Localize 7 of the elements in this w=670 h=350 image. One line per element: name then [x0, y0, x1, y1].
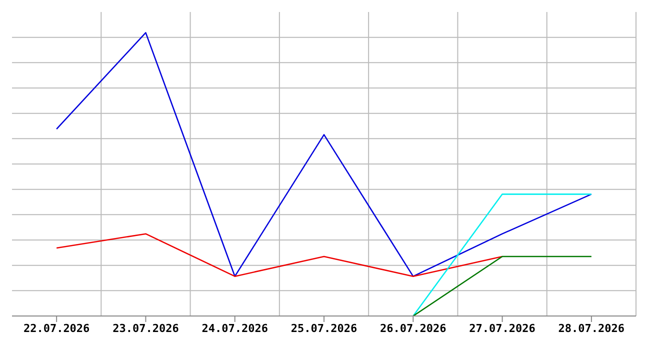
- x-tick-label: 26.07.2026: [380, 322, 447, 335]
- x-tick-label: 28.07.2026: [558, 322, 625, 335]
- x-tick-label: 27.07.2026: [469, 322, 536, 335]
- x-tick-label: 25.07.2026: [290, 322, 358, 335]
- x-tick-label: 24.07.2026: [202, 322, 268, 335]
- x-tick-label: 22.07.2026: [23, 322, 90, 335]
- x-tick-label: 23.07.2026: [112, 322, 180, 335]
